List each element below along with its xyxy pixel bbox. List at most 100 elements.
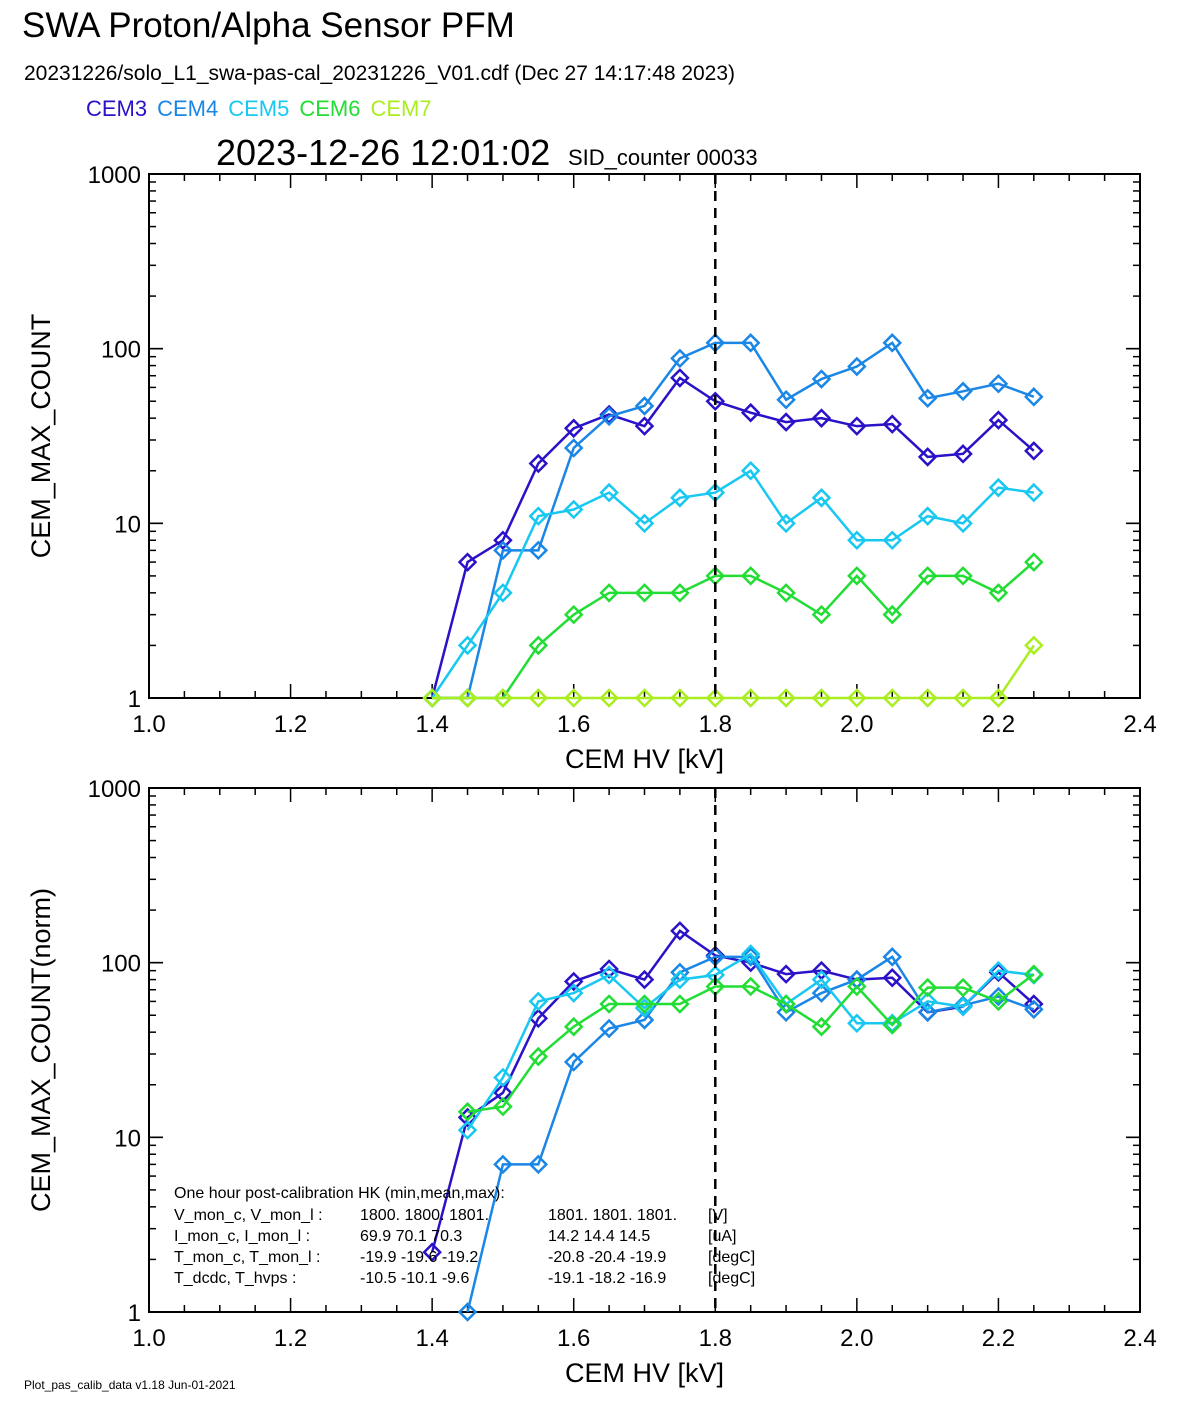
data-point-cem7: [953, 688, 973, 708]
data-point-cem3: [776, 964, 796, 984]
hk-label: V_mon_c, V_mon_l :: [174, 1207, 323, 1224]
data-point-cem7: [634, 688, 655, 708]
data-point-cem6: [988, 583, 1009, 603]
data-point-cem7: [528, 688, 549, 708]
data-point-cem4: [917, 1002, 938, 1023]
data-point-cem7: [776, 688, 796, 708]
data-point-cem6: [776, 994, 796, 1014]
hk-label: T_dcdc, T_hvps :: [174, 1270, 296, 1287]
data-point-cem6: [811, 604, 832, 625]
data-point-cem5: [493, 583, 513, 603]
data-point-cem6: [563, 604, 584, 625]
data-point-cem4: [811, 369, 832, 389]
data-point-cem7: [1024, 635, 1044, 656]
data-point-cem6: [1024, 552, 1044, 572]
series-line-cem4: [466, 955, 1035, 1313]
legend-item-cem4: CEM4: [157, 96, 219, 121]
hk-l: 1801. 1801. 1801.: [548, 1207, 677, 1224]
data-point-cem3: [953, 444, 973, 464]
y-tick-label: 1: [128, 1300, 141, 1327]
data-point-cem6: [847, 976, 867, 997]
page-title: SWA Proton/Alpha Sensor PFM: [22, 6, 515, 45]
x-tick-label: 1.6: [557, 1325, 590, 1352]
data-point-cem5: [953, 996, 973, 1017]
legend-item-cem6: CEM6: [299, 96, 361, 121]
data-point-cem5: [988, 477, 1009, 498]
data-point-cem6: [740, 976, 761, 997]
hk-c: 1800. 1800. 1801.: [360, 1207, 489, 1224]
data-point-cem3: [563, 971, 584, 992]
data-point-cem6: [1024, 964, 1044, 984]
data-point-cem3: [599, 404, 619, 425]
data-point-cem7: [705, 688, 726, 708]
data-point-cem6: [917, 566, 938, 586]
data-point-cem3: [634, 969, 655, 990]
data-point-cem3: [811, 408, 832, 428]
data-point-cem3: [705, 391, 726, 412]
data-point-cem5: [493, 1067, 513, 1088]
y-tick-label: 10: [114, 511, 141, 538]
data-point-cem5: [811, 969, 832, 990]
x-tick-label: 2.0: [840, 711, 873, 738]
data-point-cem5: [599, 482, 619, 503]
data-point-cem6: [988, 991, 1009, 1012]
data-point-cem6: [740, 566, 761, 586]
data-point-cem6: [599, 994, 619, 1014]
data-point-cem4: [634, 1010, 655, 1030]
series-line-cem6: [467, 973, 1035, 1114]
x-tick-label: 1.8: [699, 711, 732, 738]
hk-unit: [V]: [708, 1207, 728, 1224]
data-point-cem5: [740, 460, 761, 481]
data-point-cem4: [457, 1302, 478, 1322]
data-point-cem3: [882, 414, 903, 434]
file-subtitle: 20231226/solo_L1_swa-pas-cal_20231226_V0…: [24, 62, 736, 85]
x-tick-label: 1.6: [557, 711, 590, 738]
data-point-cem7: [670, 688, 690, 708]
hk-label: I_mon_c, I_mon_l :: [174, 1228, 310, 1245]
plot-frame: [148, 173, 1141, 699]
data-point-cem3: [1024, 441, 1044, 461]
data-point-cem6: [670, 994, 690, 1014]
data-point-cem5: [599, 965, 619, 985]
data-point-cem6: [493, 1096, 513, 1117]
chart-panel-2: 1.0 1.2 1.4 1.6 1.8 2.0 2.2 2.4 1 10 100 1000 CEM HV…: [26, 776, 1157, 1388]
data-point-cem7: [917, 688, 938, 708]
x-tick-label: 2.4: [1123, 711, 1156, 738]
data-point-cem5: [528, 506, 549, 526]
data-point-cem5: [670, 488, 690, 508]
data-point-cem5: [847, 1013, 867, 1034]
data-point-cem4: [988, 373, 1009, 394]
data-point-cem4: [776, 1002, 796, 1023]
hk-label: T_mon_c, T_mon_l :: [174, 1249, 320, 1266]
series-group: [422, 333, 1044, 708]
data-point-cem3: [563, 418, 584, 439]
data-point-cem7: [988, 688, 1009, 708]
y-tick-label: 1000: [88, 776, 141, 803]
y-tick-label: 1000: [88, 162, 141, 189]
data-point-cem5: [740, 944, 761, 964]
hk-c: -10.5 -10.1 -9.6: [360, 1270, 470, 1287]
data-point-cem4: [988, 986, 1009, 1007]
data-point-cem3: [670, 368, 690, 388]
data-point-cem5: [953, 513, 973, 534]
data-point-cem6: [847, 566, 867, 586]
y-tick-label: 1: [128, 686, 141, 713]
legend-item-cem7: CEM7: [370, 96, 432, 121]
y-axis-title: CEM_MAX_COUNT: [26, 314, 56, 559]
hk-unit: [degC]: [708, 1249, 755, 1266]
data-point-cem3: [528, 453, 549, 474]
data-point-cem5: [528, 991, 549, 1012]
data-point-cem4: [493, 1154, 513, 1175]
data-point-cem3: [776, 412, 796, 432]
data-point-cem5: [776, 513, 796, 534]
data-point-cem4: [847, 356, 867, 377]
data-point-cem4: [882, 947, 903, 967]
series-line-cem5: [431, 469, 1034, 699]
y-axis-title: CEM_MAX_COUNT(norm): [26, 888, 56, 1212]
data-point-cem4: [528, 1154, 549, 1175]
data-point-cem6: [882, 1015, 903, 1035]
y-tick-label: 100: [101, 337, 141, 364]
data-point-cem3: [917, 447, 938, 467]
x-tick-label: 1.4: [415, 711, 448, 738]
